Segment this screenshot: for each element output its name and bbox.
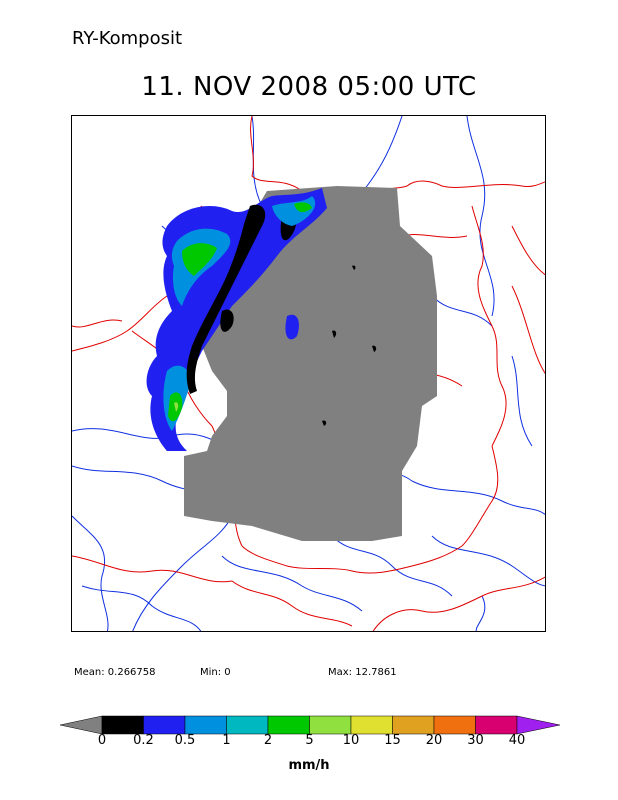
legend-tick-label: 0.2 — [133, 733, 154, 748]
legend-cell — [184, 715, 227, 735]
map-title: 11. NOV 2008 05:00 UTC — [141, 72, 477, 102]
stat-mean: Mean: 0.266758 — [74, 667, 156, 678]
legend-cell — [350, 715, 393, 735]
legend-tick-label: 20 — [425, 733, 443, 748]
legend-cell — [309, 715, 352, 735]
legend-cell — [226, 715, 269, 735]
legend-cell — [433, 715, 476, 735]
stat-min: Min: 0 — [200, 667, 231, 678]
precip-band — [146, 188, 377, 451]
legend-unit: mm/h — [288, 758, 330, 773]
legend-tick-label: 10 — [342, 733, 360, 748]
legend-below-arrow — [60, 715, 103, 735]
legend-cell — [143, 715, 186, 735]
legend-cell — [475, 715, 518, 735]
legend-tick-label: 5 — [305, 733, 314, 748]
legend-tick-label: 15 — [384, 733, 401, 748]
legend-cell — [392, 715, 435, 735]
legend-tick-label: 30 — [467, 733, 484, 748]
legend-tick-label: 1 — [222, 733, 231, 748]
color-legend — [60, 715, 560, 735]
legend-cell — [267, 715, 310, 735]
legend-tick-label: 40 — [508, 733, 526, 748]
radar-map — [71, 115, 546, 632]
legend-above-arrow — [516, 715, 560, 735]
product-name: RY-Komposit — [72, 28, 183, 49]
legend-tick-label: 0 — [97, 733, 107, 748]
stat-max: Max: 12.7861 — [328, 667, 397, 678]
legend-tick-label: 0.5 — [174, 733, 196, 748]
legend-cell — [101, 715, 144, 735]
legend-tick-label: 2 — [263, 733, 273, 748]
radar-map-canvas — [72, 116, 545, 631]
